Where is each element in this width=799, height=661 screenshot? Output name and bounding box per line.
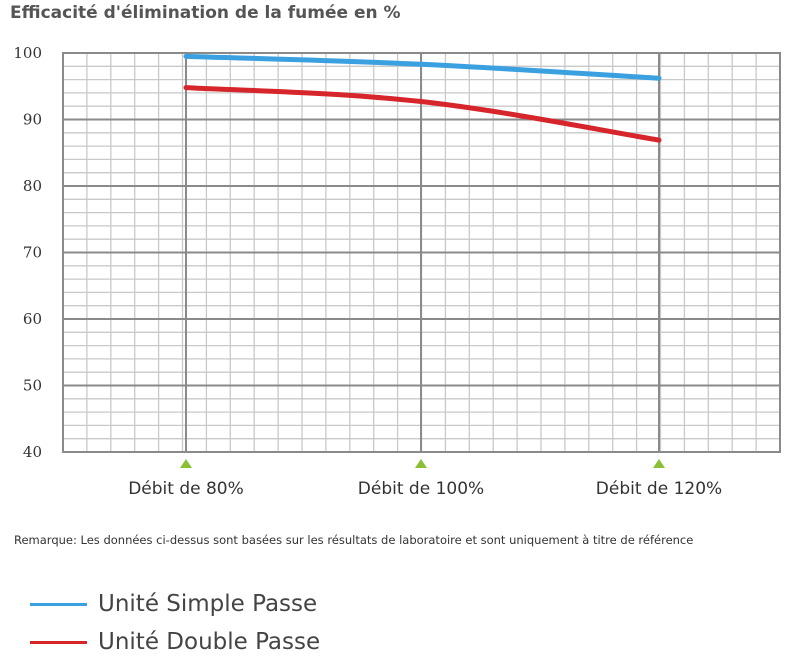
- legend: Unité Simple Passe Unité Double Passe: [30, 585, 320, 661]
- y-tick-label: 90: [23, 111, 42, 129]
- legend-label-simple: Unité Simple Passe: [98, 591, 317, 617]
- y-tick-label: 40: [23, 443, 42, 461]
- legend-item-double: Unité Double Passe: [30, 623, 320, 661]
- x-tick-label: Débit de 120%: [596, 479, 722, 499]
- x-tick-label: Débit de 80%: [128, 479, 244, 499]
- y-tick-label: 100: [13, 44, 42, 62]
- y-axis: 40 50 60 70 80 90 100: [13, 44, 42, 461]
- y-tick-label: 60: [23, 310, 42, 328]
- x-tick-marker: [415, 459, 427, 468]
- legend-item-simple: Unité Simple Passe: [30, 585, 320, 623]
- y-tick-label: 80: [23, 177, 42, 195]
- x-axis: Débit de 80% Débit de 100% Débit de 120%: [128, 459, 722, 499]
- series-lines: [186, 56, 659, 140]
- legend-label-double: Unité Double Passe: [98, 629, 320, 655]
- legend-swatch-double: [30, 641, 87, 644]
- series-line-simple-passe: [186, 56, 659, 78]
- grid: [63, 53, 780, 452]
- y-tick-label: 70: [23, 244, 42, 262]
- y-tick-label: 50: [23, 377, 42, 395]
- legend-swatch-simple: [30, 603, 87, 606]
- chart-note: Remarque: Les données ci-dessus sont bas…: [14, 533, 693, 547]
- x-tick-label: Débit de 100%: [358, 479, 484, 499]
- x-tick-marker: [653, 459, 665, 468]
- x-tick-marker: [180, 459, 192, 468]
